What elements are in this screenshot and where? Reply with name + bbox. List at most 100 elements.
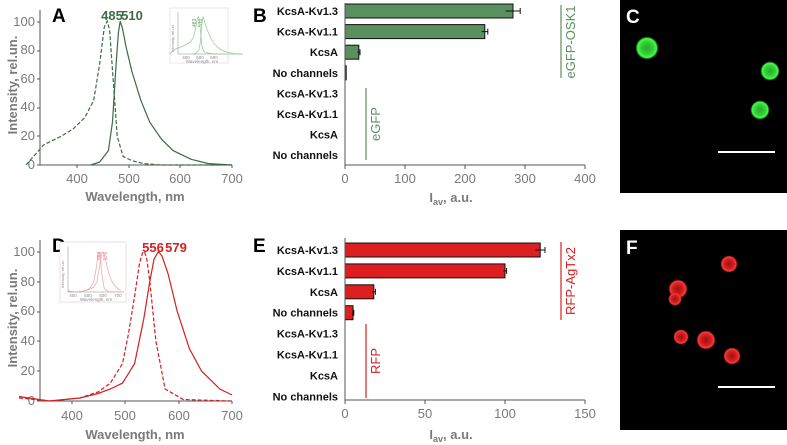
bar (344, 263, 506, 279)
x-axis-label-e: Iav, a.u. (429, 427, 472, 444)
green-cell (760, 61, 780, 81)
category-labels-e: KcsA-Kv1.3 KcsA-Kv1.1 KcsA No channels KcsA-… (273, 245, 338, 403)
bar (344, 3, 514, 19)
inset-peak-a-2: 510 (198, 18, 204, 27)
x-tick: 0 (341, 406, 348, 421)
category-label: KcsA-Kv1.3 (277, 88, 338, 100)
panel-letter-c: C (626, 7, 640, 28)
y-tick: 40 (21, 333, 35, 348)
green-cell (750, 100, 770, 120)
panel-a-spectrum: A Intensity, rel.un. 0 20 40 60 80 100 4… (5, 6, 243, 204)
error-bar (357, 49, 361, 56)
category-label: KcsA (310, 370, 338, 382)
bars-b (344, 3, 521, 81)
y-tick: 40 (21, 99, 35, 114)
y-axis-label-d: Intensity, rel.un. (5, 269, 20, 368)
inset-xtick: 500 (196, 55, 204, 60)
y-tick: 0 (28, 393, 35, 408)
x-ticks-b: 0 100 200 300 400 (341, 165, 596, 186)
category-label: KcsA-Kv1.3 (277, 245, 338, 257)
y-tick: 60 (21, 303, 35, 318)
peak-label-d-2: 579 (165, 240, 187, 255)
inset-xtick: 400 (182, 55, 190, 60)
x-tick: 50 (418, 406, 432, 421)
bar (344, 242, 541, 258)
excitation-curve-a (25, 19, 232, 166)
x-tick: 150 (574, 406, 596, 421)
y-tick: 0 (28, 157, 35, 172)
x-axis-label-a: Wavelength, nm (85, 189, 184, 204)
x-tick: 600 (169, 171, 191, 186)
red-cell (696, 330, 716, 350)
inset-xtick: 400 (69, 293, 77, 298)
category-label: No channels (273, 150, 338, 162)
axis-ticks-a (37, 21, 233, 168)
micrograph-c-green-cells: C (620, 0, 787, 193)
category-label: KcsA-Kv1.3 (277, 6, 338, 18)
y-tick: 100 (13, 244, 35, 259)
y-tick: 20 (21, 363, 35, 378)
x-axis-label-b: Iav, a.u. (429, 190, 472, 207)
x-tick: 100 (394, 171, 416, 186)
x-tick: 400 (66, 171, 88, 186)
x-tick: 600 (168, 408, 190, 423)
group-label-b-2: eGFP (368, 107, 383, 141)
bar (344, 284, 375, 300)
micrograph-f-red-cells: F (620, 230, 787, 430)
y-ticks-d: 0 20 40 60 80 100 (13, 244, 35, 408)
peak-label-a-2: 510 (121, 8, 143, 23)
emission-curve-a (90, 21, 233, 166)
x-tick: 200 (454, 171, 476, 186)
x-tick: 500 (118, 171, 140, 186)
axes-e (344, 238, 585, 401)
inset-xlabel-d: Wavelength, nm (80, 297, 113, 302)
group-label-e-2: RFP (368, 348, 383, 374)
x-ticks-d: 400 500 600 700 (61, 408, 243, 423)
x-tick: 500 (114, 408, 136, 423)
inset-peak-d-2: 576 (103, 251, 109, 260)
inset-xtick: 600 (210, 55, 218, 60)
inset-ylabel-a: Intensity, rel.un. (170, 24, 175, 52)
error-bar (352, 309, 355, 316)
inset-curve-d-2 (67, 251, 122, 293)
error-bar (505, 8, 521, 14)
emission-curve-d (18, 250, 233, 402)
inset-xtick: 700 (114, 293, 122, 298)
x-axis-label-d: Wavelength, nm (85, 427, 184, 442)
panel-letter-f: F (626, 238, 638, 259)
inset-peak-a-1: 483 (192, 18, 198, 27)
x-ticks-a: 400 500 600 700 (66, 171, 243, 186)
y-tick: 20 (21, 128, 35, 143)
x-tick: 400 (574, 171, 596, 186)
panel-letter-a: A (52, 6, 66, 27)
panel-d-spectrum: D Intensity, rel.un. 0 20 40 60 80 100 4… (5, 236, 243, 442)
category-label: KcsA-Kv1.3 (277, 329, 338, 341)
category-label: KcsA-Kv1.1 (277, 27, 338, 39)
x-tick: 700 (221, 408, 243, 423)
x-tick: 0 (341, 171, 348, 186)
category-label: KcsA-Kv1.1 (277, 109, 338, 121)
excitation-curve-d (18, 250, 233, 402)
inset-curve-a-2 (192, 15, 243, 55)
bar (344, 24, 486, 40)
inset-ylabel-d: Intensity, rel.un. (60, 260, 65, 288)
y-tick: 80 (21, 42, 35, 57)
panel-b-bar-chart: B KcsA-Kv1.3 KcsA-Kv1.1 KcsA No channels Kcs… (253, 3, 596, 207)
y-ticks-a: 0 20 40 60 80 100 (13, 14, 35, 172)
category-label: KcsA (310, 130, 338, 142)
inset-curve-a-1 (169, 15, 243, 55)
x-tick: 400 (61, 408, 83, 423)
x-ticks-e: 0 50 100 150 (341, 400, 596, 421)
green-cell (635, 36, 659, 60)
axis-ticks-d (37, 251, 233, 404)
error-bar (481, 28, 489, 35)
peak-label-a-1: 485 (101, 8, 123, 23)
panel-letter-b: B (253, 6, 267, 27)
inset-a: Intensity, rel.un. 483 510 400 500 600 W… (169, 7, 243, 64)
category-label: No channels (273, 308, 338, 320)
error-bar (372, 288, 376, 295)
category-label: No channels (273, 391, 338, 403)
category-label: KcsA-Kv1.1 (277, 350, 338, 362)
x-tick: 100 (494, 406, 516, 421)
bar (344, 305, 354, 321)
